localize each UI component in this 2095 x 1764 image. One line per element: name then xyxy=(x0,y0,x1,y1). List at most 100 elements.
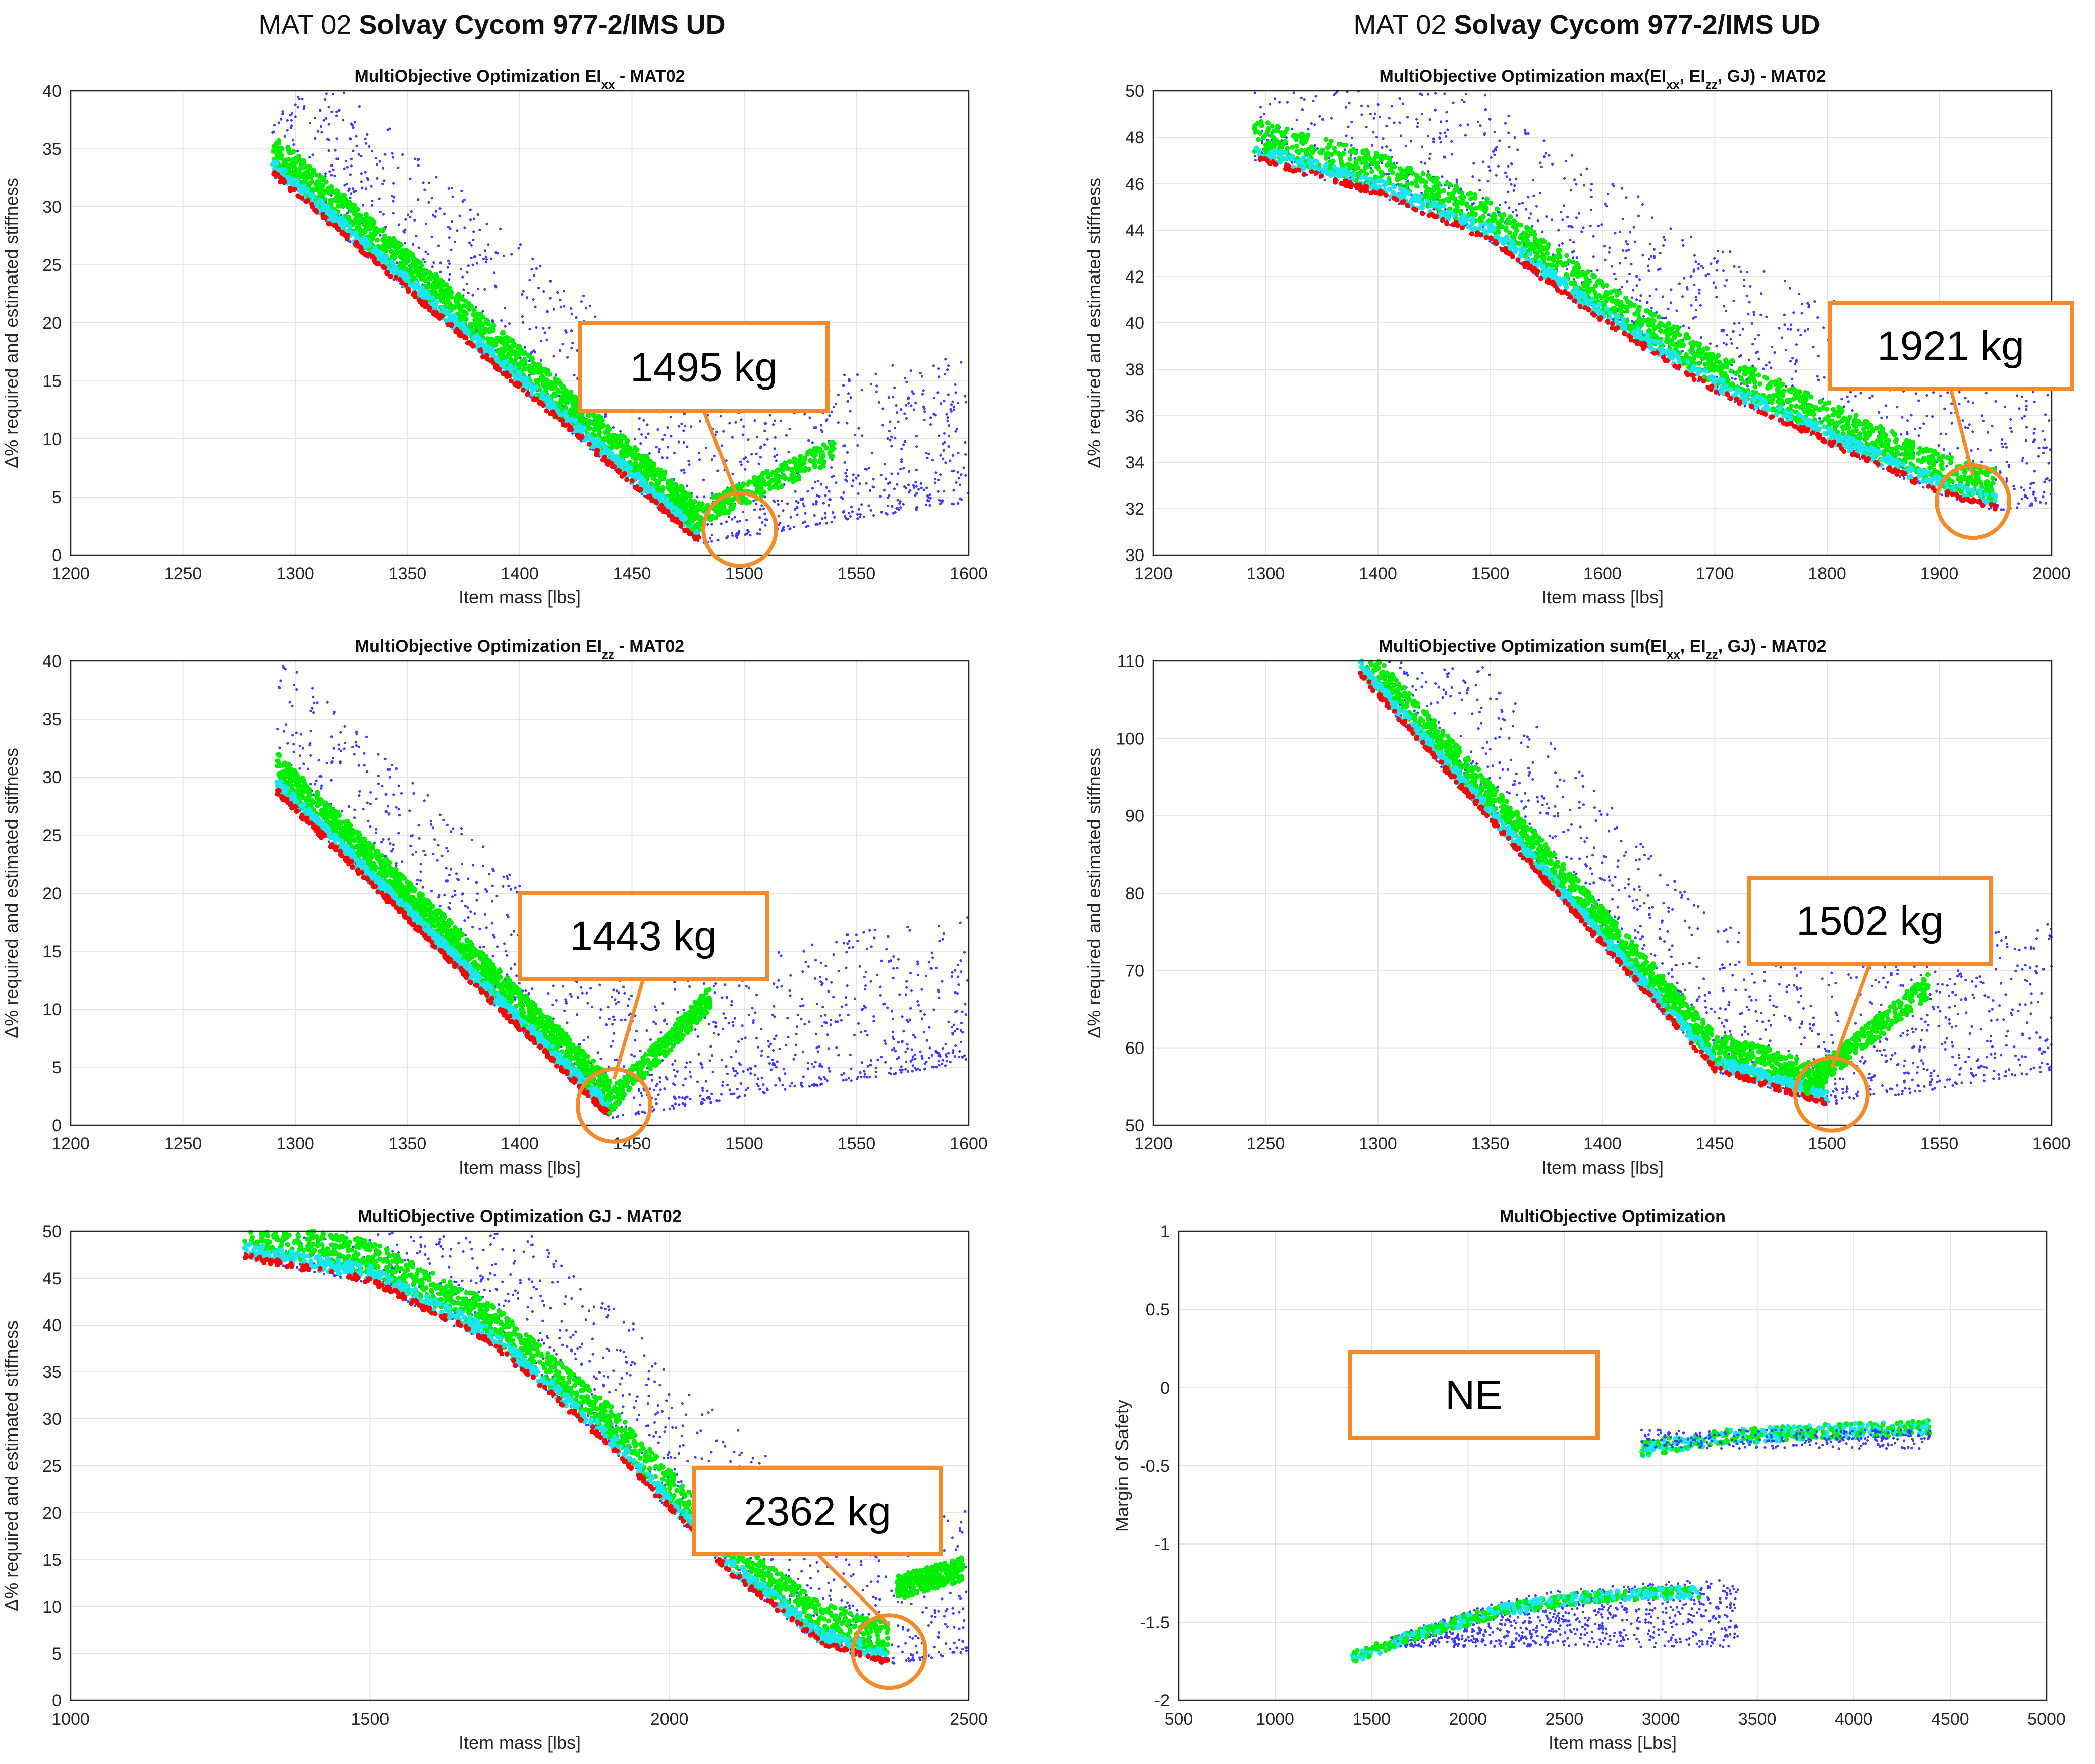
red-point xyxy=(313,208,318,213)
cyan-point xyxy=(347,224,352,229)
blue-point xyxy=(383,153,387,156)
blue-point xyxy=(1847,400,1850,403)
blue-point xyxy=(379,234,382,237)
green-point xyxy=(767,484,773,489)
cyan-point xyxy=(271,159,277,165)
green-point xyxy=(536,367,541,373)
green-point xyxy=(667,479,672,484)
blue-point xyxy=(778,523,781,527)
blue-point xyxy=(1642,315,1645,318)
x-tick-label: 1200 xyxy=(51,564,90,583)
green-point xyxy=(779,463,785,468)
blue-point xyxy=(856,373,859,376)
callout-box xyxy=(578,321,830,413)
blue-point xyxy=(921,393,924,396)
blue-point xyxy=(1748,301,1751,304)
blue-point xyxy=(342,91,346,94)
blue-point xyxy=(764,422,767,425)
green-point xyxy=(370,224,376,229)
cyan-point xyxy=(629,472,634,477)
cyan-point xyxy=(419,285,425,291)
green-point xyxy=(595,426,600,431)
blue-point xyxy=(532,274,535,277)
blue-point xyxy=(944,461,947,464)
blue-point xyxy=(677,440,680,444)
blue-point xyxy=(661,438,664,441)
blue-point xyxy=(758,532,761,535)
blue-point xyxy=(1451,153,1454,156)
blue-point xyxy=(335,137,338,140)
blue-point xyxy=(1650,255,1653,258)
blue-point xyxy=(1404,144,1407,148)
blue-point xyxy=(324,98,327,101)
blue-point xyxy=(1880,416,1883,419)
blue-point xyxy=(1428,118,1431,121)
red-point xyxy=(520,387,526,393)
blue-point xyxy=(957,451,960,455)
blue-point xyxy=(914,494,917,497)
green-point xyxy=(699,501,705,507)
blue-point xyxy=(1254,154,1257,157)
cyan-point xyxy=(279,167,285,173)
blue-point xyxy=(1707,273,1710,276)
blue-point xyxy=(333,174,336,177)
blue-point xyxy=(364,137,367,140)
cyan-point xyxy=(354,233,359,239)
blue-point xyxy=(376,177,379,180)
blue-point xyxy=(666,456,669,459)
blue-point xyxy=(1816,316,1820,319)
green-point xyxy=(444,291,450,297)
blue-point xyxy=(1628,231,1632,234)
green-point xyxy=(773,483,779,488)
cyan-point xyxy=(404,277,410,283)
blue-point xyxy=(849,515,852,518)
blue-point xyxy=(477,287,480,290)
blue-point xyxy=(1626,280,1629,283)
blue-point xyxy=(720,522,723,525)
cyan-point xyxy=(404,272,409,278)
blue-point xyxy=(556,291,559,294)
blue-point xyxy=(797,501,800,504)
green-point xyxy=(288,162,293,168)
blue-point xyxy=(897,472,900,475)
blue-point xyxy=(1621,187,1624,190)
blue-point xyxy=(848,512,851,515)
cyan-point xyxy=(515,369,521,375)
blue-point xyxy=(1589,224,1592,227)
blue-point xyxy=(1495,149,1498,152)
green-point xyxy=(312,187,317,192)
blue-point xyxy=(794,508,797,511)
red-point xyxy=(382,265,387,270)
green-point xyxy=(479,325,485,331)
cyan-point xyxy=(530,387,535,393)
blue-point xyxy=(280,118,283,121)
cyan-point xyxy=(528,383,533,389)
red-point xyxy=(486,357,492,362)
blue-point xyxy=(710,458,713,461)
blue-point xyxy=(1459,124,1462,127)
blue-point xyxy=(319,109,322,112)
cyan-point xyxy=(573,419,578,424)
green-point xyxy=(471,307,477,313)
blue-point xyxy=(393,196,396,199)
blue-point xyxy=(1792,311,1795,314)
blue-point xyxy=(349,196,352,199)
blue-point xyxy=(736,520,739,523)
cyan-point xyxy=(670,505,676,510)
cyan-point xyxy=(384,259,390,265)
blue-point xyxy=(2033,438,2036,442)
blue-point xyxy=(322,119,325,122)
cyan-point xyxy=(434,300,439,305)
blue-point xyxy=(559,298,562,302)
blue-point xyxy=(1948,452,1951,455)
blue-point xyxy=(893,386,896,389)
blue-point xyxy=(1789,328,1792,331)
blue-point xyxy=(2032,493,2035,496)
blue-point xyxy=(851,510,854,513)
green-point xyxy=(562,399,568,404)
blue-point xyxy=(1980,460,1983,463)
green-point xyxy=(447,301,452,306)
blue-point xyxy=(925,451,928,455)
red-point xyxy=(439,313,445,319)
green-point xyxy=(501,349,507,354)
